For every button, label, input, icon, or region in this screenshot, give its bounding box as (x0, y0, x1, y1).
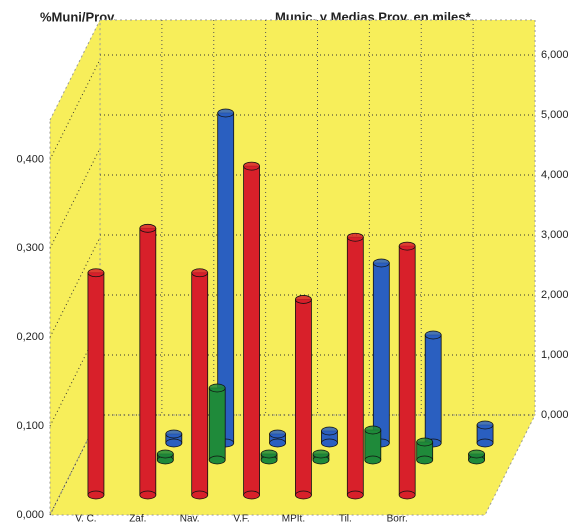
bar-cap (372, 258, 390, 268)
y-tick-label: 0,000 (16, 509, 44, 521)
x-tick-label: Borr. (387, 514, 408, 524)
bar (208, 387, 226, 461)
bar-cap (364, 425, 382, 435)
x-tick-label: Zaf. (129, 514, 146, 524)
x-tick-label: Til. (339, 514, 352, 524)
bar-cap (156, 449, 174, 459)
y-tick-label: 0,100 (16, 420, 44, 432)
bar (372, 262, 390, 444)
bar (295, 299, 312, 496)
bar (398, 245, 416, 496)
bar-base (346, 490, 364, 500)
bar-base (191, 490, 209, 500)
floor (49, 414, 536, 516)
bar-base (269, 438, 286, 448)
y2-tick-label: 5,000 (541, 109, 569, 121)
bar-cap (476, 420, 494, 430)
x-tick-label: Nav. (180, 514, 200, 524)
bar-cap (208, 383, 226, 393)
y-tick-label: 0,400 (16, 153, 44, 165)
bar-cap (87, 268, 105, 278)
bar-cap (260, 449, 278, 459)
y-tick-label: 0,200 (16, 331, 44, 343)
y2-tick-label: 3,000 (541, 229, 569, 241)
bar (191, 272, 209, 496)
y-tick-label: 0,300 (16, 242, 44, 254)
bar-cap (416, 437, 434, 447)
bar-base (165, 438, 183, 448)
bar-cap (424, 330, 442, 340)
bar-base (321, 438, 338, 448)
x-tick-label: V.F. (233, 514, 249, 524)
bar (139, 227, 157, 496)
bar-cap (139, 223, 157, 233)
bar-base (87, 490, 105, 500)
y2-tick-label: 1,000 (541, 349, 569, 361)
bar-cap (191, 268, 209, 278)
back-wall (99, 19, 536, 416)
bar-cap (217, 108, 235, 118)
bar-base (139, 490, 157, 500)
bar-base (295, 490, 312, 500)
bar (346, 236, 364, 496)
bar-cap (312, 449, 330, 459)
bar-base (208, 455, 226, 465)
bar-cap (398, 241, 416, 251)
bar-cap (346, 232, 364, 242)
bar-base (398, 490, 416, 500)
y2-tick-label: 4,000 (541, 169, 569, 181)
bar-cap (165, 429, 183, 439)
bar-base (476, 438, 494, 448)
y2-tick-label: 2,000 (541, 289, 569, 301)
x-tick-label: MPIt. (282, 514, 305, 524)
bar (424, 334, 442, 444)
bar-cap (321, 426, 338, 436)
bar-cap (295, 295, 312, 304)
bar-base (243, 490, 260, 500)
bar-base (364, 455, 382, 465)
bar (87, 272, 105, 496)
x-tick-label: V. C. (75, 514, 96, 524)
bar-cap (468, 449, 485, 459)
bar (364, 429, 382, 461)
y2-tick-label: 0,000 (541, 409, 569, 421)
bar (243, 165, 260, 496)
bar-cap (243, 161, 260, 171)
bar-cap (269, 429, 286, 439)
bar-base (416, 455, 434, 465)
y2-tick-label: 6,000 (541, 49, 569, 61)
chart-title: %Muni/Prov. (40, 9, 117, 24)
